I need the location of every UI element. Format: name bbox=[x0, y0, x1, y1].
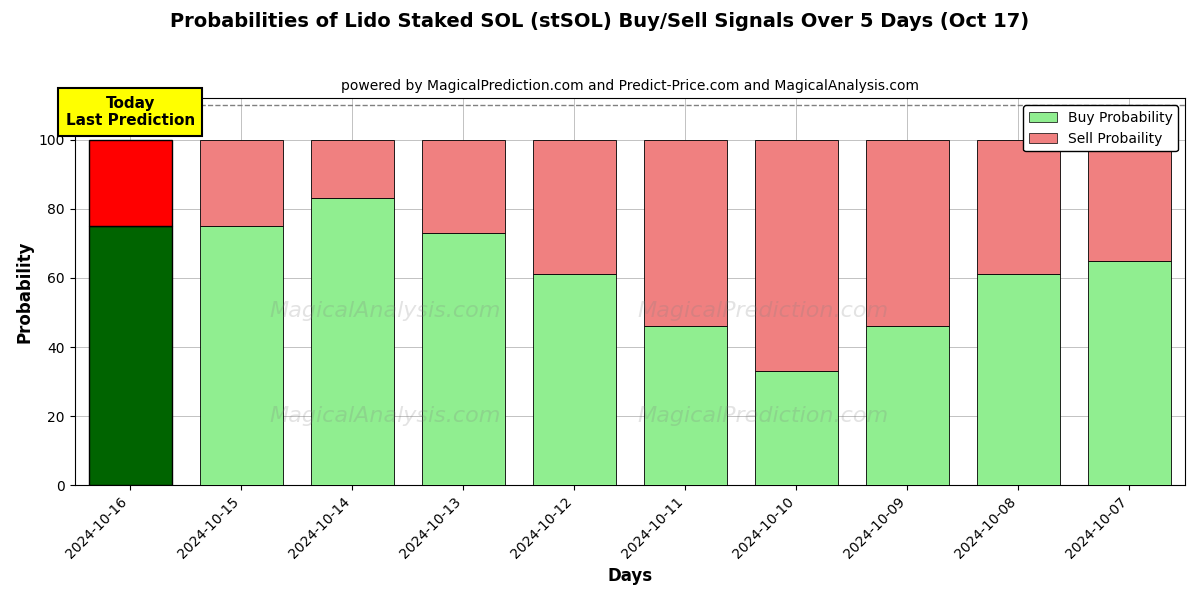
Bar bbox=[421, 140, 505, 233]
Text: MagicalAnalysis.com: MagicalAnalysis.com bbox=[270, 301, 502, 321]
Bar bbox=[89, 226, 172, 485]
Bar bbox=[1088, 140, 1171, 260]
Bar bbox=[643, 140, 727, 326]
Text: Probabilities of Lido Staked SOL (stSOL) Buy/Sell Signals Over 5 Days (Oct 17): Probabilities of Lido Staked SOL (stSOL)… bbox=[170, 12, 1030, 31]
Bar bbox=[311, 140, 394, 199]
Bar bbox=[643, 326, 727, 485]
Bar bbox=[755, 371, 838, 485]
Bar bbox=[533, 140, 616, 274]
Bar bbox=[977, 274, 1060, 485]
Legend: Buy Probability, Sell Probaility: Buy Probability, Sell Probaility bbox=[1024, 105, 1178, 151]
X-axis label: Days: Days bbox=[607, 567, 653, 585]
Bar bbox=[865, 140, 949, 326]
Bar bbox=[311, 199, 394, 485]
Bar bbox=[755, 140, 838, 371]
Bar bbox=[865, 326, 949, 485]
Text: Today
Last Prediction: Today Last Prediction bbox=[66, 96, 194, 128]
Title: powered by MagicalPrediction.com and Predict-Price.com and MagicalAnalysis.com: powered by MagicalPrediction.com and Pre… bbox=[341, 79, 919, 93]
Text: MagicalPrediction.com: MagicalPrediction.com bbox=[637, 406, 889, 425]
Bar bbox=[199, 226, 283, 485]
Bar bbox=[1088, 260, 1171, 485]
Bar bbox=[199, 140, 283, 226]
Y-axis label: Probability: Probability bbox=[16, 241, 34, 343]
Text: MagicalPrediction.com: MagicalPrediction.com bbox=[637, 301, 889, 321]
Text: MagicalAnalysis.com: MagicalAnalysis.com bbox=[270, 406, 502, 425]
Bar bbox=[421, 233, 505, 485]
Bar bbox=[977, 140, 1060, 274]
Bar bbox=[533, 274, 616, 485]
Bar bbox=[89, 140, 172, 226]
